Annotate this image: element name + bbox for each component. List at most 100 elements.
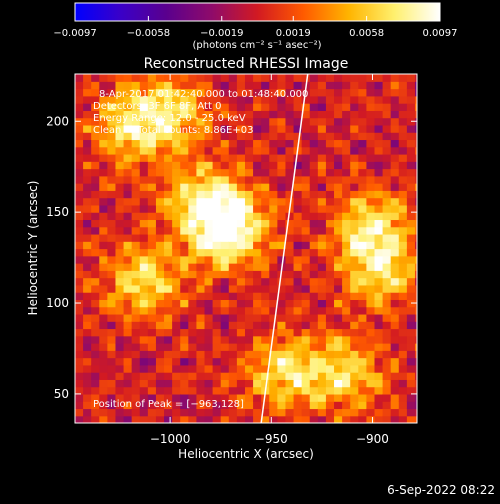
heatmap-cell <box>180 219 189 228</box>
heatmap-cell <box>382 306 392 315</box>
heatmap-cell <box>228 212 238 221</box>
heatmap-cell <box>317 175 327 184</box>
heatmap-cell <box>115 284 125 293</box>
heatmap-cell <box>164 212 173 221</box>
heatmap-cell <box>277 386 287 395</box>
heatmap-cell <box>236 204 246 213</box>
heatmap-cell <box>212 306 222 315</box>
heatmap-cell <box>317 263 327 271</box>
heatmap-cell <box>204 299 214 308</box>
heatmap-cell <box>301 226 311 235</box>
heatmap-cell <box>236 161 246 170</box>
heatmap-cell <box>261 277 270 286</box>
heatmap-cell <box>147 233 157 242</box>
heatmap-cell <box>180 364 189 373</box>
heatmap-cell <box>172 124 181 133</box>
heatmap-cell <box>374 124 384 133</box>
heatmap-cell <box>139 386 149 395</box>
heatmap-cell <box>131 328 141 337</box>
heatmap-cell <box>75 328 84 337</box>
heatmap-cell <box>285 161 295 170</box>
heatmap-cell <box>236 263 246 271</box>
heatmap-cell <box>107 103 117 111</box>
heatmap-cell <box>406 153 416 162</box>
heatmap-cell <box>180 270 189 279</box>
heatmap-cell <box>253 146 262 155</box>
heatmap-cell <box>398 95 408 104</box>
heatmap-cell <box>334 161 343 170</box>
heatmap-cell <box>293 357 303 366</box>
heatmap-cell <box>212 313 222 322</box>
heatmap-cell <box>75 292 84 300</box>
heatmap-cell <box>334 415 343 423</box>
heatmap-cell <box>350 153 359 162</box>
heatmap-cell <box>147 103 157 111</box>
heatmap-cell <box>358 270 368 279</box>
heatmap-cell <box>196 284 206 293</box>
heatmap-cell <box>382 74 392 82</box>
heatmap-cell <box>334 263 343 271</box>
heatmap-cell <box>164 190 173 199</box>
heatmap-cell <box>228 74 238 82</box>
heatmap-cell <box>139 183 149 191</box>
heatmap-cell <box>374 110 384 119</box>
heatmap-cell <box>164 379 173 388</box>
heatmap-cell <box>285 183 295 191</box>
heatmap-cell <box>334 183 343 191</box>
heatmap-cell <box>164 408 173 417</box>
heatmap-cell <box>172 255 181 264</box>
heatmap-cell <box>75 277 84 286</box>
heatmap-cell <box>325 103 335 111</box>
heatmap-cell <box>155 270 165 279</box>
heatmap-cell <box>164 204 173 213</box>
heatmap-cell <box>228 183 238 191</box>
heatmap-cell <box>164 364 173 373</box>
heatmap-cell <box>212 241 222 250</box>
heatmap-cell <box>309 161 319 170</box>
heatmap-cell <box>325 241 335 250</box>
heatmap-cell <box>123 364 133 373</box>
heatmap-cell <box>325 204 335 213</box>
heatmap-cell <box>188 226 198 235</box>
heatmap-cell <box>139 306 149 315</box>
heatmap-cell <box>236 103 246 111</box>
colorbar-tick-label: −0.0019 <box>200 28 243 39</box>
heatmap-cell <box>382 161 392 170</box>
heatmap-cell <box>414 103 417 111</box>
heatmap-cell <box>301 415 311 423</box>
heatmap-cell <box>204 153 214 162</box>
heatmap-cell <box>325 88 335 97</box>
heatmap-cell <box>350 175 359 184</box>
heatmap-cell <box>358 372 368 380</box>
heatmap-cell <box>253 197 262 206</box>
heatmap-cell <box>228 81 238 90</box>
heatmap-cell <box>398 357 408 366</box>
heatmap-cell <box>115 343 125 351</box>
heatmap-cell <box>285 95 295 104</box>
heatmap-cell <box>220 386 230 395</box>
heatmap-cell <box>358 161 368 170</box>
heatmap-cell <box>325 299 335 308</box>
heatmap-cell <box>155 204 165 213</box>
heatmap-cell <box>91 364 100 373</box>
heatmap-cell <box>382 175 392 184</box>
heatmap-cell <box>350 284 359 293</box>
heatmap-cell <box>301 284 311 293</box>
heatmap-cell <box>91 372 100 380</box>
heatmap-cell <box>334 306 343 315</box>
heatmap-cell <box>164 292 173 300</box>
heatmap-cell <box>123 139 133 148</box>
heatmap-cell <box>75 204 84 213</box>
heatmap-cell <box>75 74 84 82</box>
heatmap-cell <box>180 103 189 111</box>
heatmap-cell <box>334 299 343 308</box>
heatmap-cell <box>334 386 343 395</box>
heatmap-cell <box>220 408 230 417</box>
heatmap-cell <box>317 255 327 264</box>
heatmap-cell <box>382 357 392 366</box>
heatmap-cell <box>374 321 384 330</box>
heatmap-cell <box>188 292 198 300</box>
heatmap-cell <box>244 321 254 330</box>
heatmap-cell <box>107 153 117 162</box>
heatmap-cell <box>285 124 295 133</box>
